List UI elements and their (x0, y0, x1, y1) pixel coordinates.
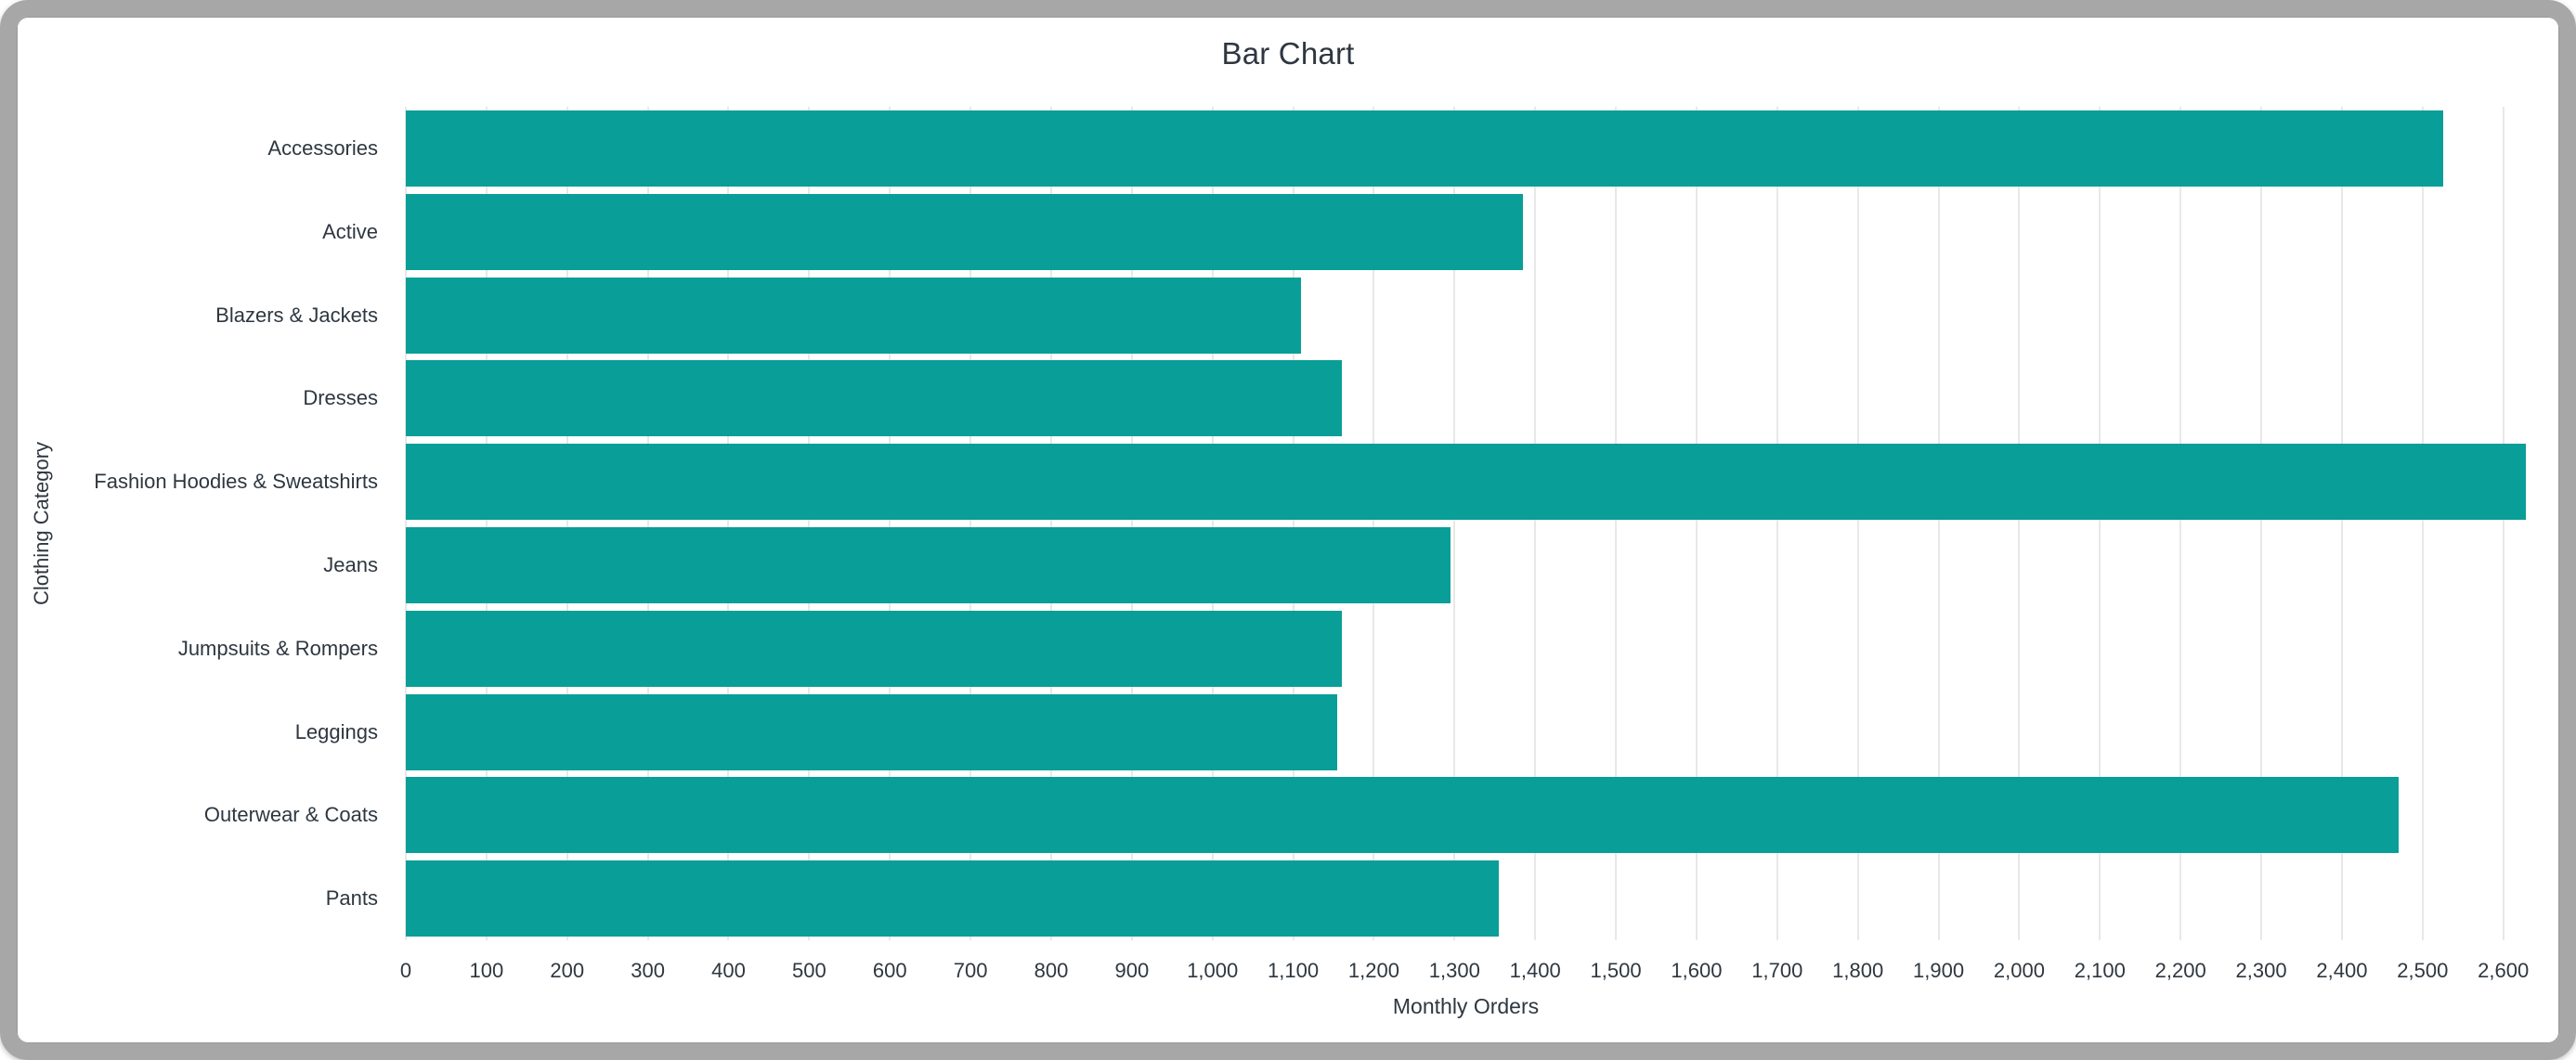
x-tick-label-1600: 1,600 (1671, 959, 1723, 982)
bar-active (406, 193, 1524, 270)
x-tick-label-0: 0 (399, 959, 412, 982)
gridline-2300 (2260, 107, 2263, 940)
x-tick-label-500: 500 (792, 959, 826, 982)
x-tick-label-1200: 1,200 (1347, 959, 1399, 982)
gridline-400 (727, 107, 730, 940)
bar-outerwear-coats (406, 777, 2399, 854)
chart-title: Bar Chart (1221, 36, 1355, 71)
plot-area (405, 107, 2526, 940)
x-tick-label-400: 400 (711, 959, 746, 982)
bar-jeans (406, 526, 1451, 603)
gridline-2000 (2018, 107, 2021, 940)
gridline-900 (1130, 107, 1133, 940)
gridline-500 (808, 107, 811, 940)
bar-pants (406, 860, 1500, 937)
y-tick-label-fashion-hoodies-sweatshirts: Fashion Hoodies & Sweatshirts (94, 470, 378, 494)
gridline-800 (1049, 107, 1052, 940)
gridline-1600 (1695, 107, 1698, 940)
bar-accessories (406, 110, 2443, 187)
x-tick-label-800: 800 (1034, 959, 1069, 982)
x-tick-label-1900: 1,900 (1913, 959, 1965, 982)
x-tick-label-1700: 1,700 (1751, 959, 1803, 982)
x-tick-label-100: 100 (469, 959, 504, 982)
y-axis-title: Clothing Category (30, 441, 53, 606)
x-tick-label-2300: 2,300 (2235, 959, 2287, 982)
x-tick-label-1100: 1,100 (1268, 959, 1320, 982)
x-tick-label-700: 700 (953, 959, 988, 982)
gridline-2100 (2099, 107, 2101, 940)
gridline-2600 (2502, 107, 2504, 940)
x-tick-label-2500: 2,500 (2397, 959, 2449, 982)
gridline-1300 (1453, 107, 1456, 940)
x-axis-title: Monthly Orders (1392, 994, 1540, 1018)
bar-blazers-jackets (406, 277, 1302, 354)
x-tick-label-2200: 2,200 (2154, 959, 2206, 982)
y-tick-label-outerwear-coats: Outerwear & Coats (203, 803, 378, 827)
x-tick-label-600: 600 (872, 959, 907, 982)
y-tick-label-leggings: Leggings (294, 719, 378, 743)
gridline-1700 (1776, 107, 1778, 940)
x-tick-label-1000: 1,000 (1187, 959, 1239, 982)
x-tick-label-200: 200 (550, 959, 585, 982)
gridline-2500 (2421, 107, 2424, 940)
x-tick-label-1500: 1,500 (1590, 959, 1642, 982)
gridline-700 (969, 107, 972, 940)
x-tick-label-2600: 2,600 (2478, 959, 2530, 982)
x-tick-label-900: 900 (1114, 959, 1150, 982)
gridline-1900 (1937, 107, 1940, 940)
x-tick-label-2000: 2,000 (1993, 959, 2045, 982)
y-tick-label-jumpsuits-rompers: Jumpsuits & Rompers (177, 636, 378, 660)
gridline-2200 (2179, 107, 2182, 940)
gridline-100 (485, 107, 488, 940)
y-tick-label-accessories: Accessories (267, 136, 378, 160)
gridline-1800 (1856, 107, 1859, 940)
x-tick-label-2400: 2,400 (2316, 959, 2368, 982)
bar-jumpsuits-rompers (406, 610, 1342, 687)
x-tick-label-2100: 2,100 (2074, 959, 2126, 982)
y-tick-label-active: Active (322, 219, 378, 243)
y-tick-label-jeans: Jeans (323, 552, 378, 576)
y-tick-label-pants: Pants (325, 886, 378, 911)
bar-leggings (406, 693, 1338, 770)
gridline-1100 (1292, 107, 1295, 940)
gridline-1200 (1373, 107, 1375, 940)
y-tick-label-blazers-jackets: Blazers & Jackets (215, 303, 378, 327)
x-tick-label-300: 300 (631, 959, 665, 982)
gridline-1000 (1211, 107, 1214, 940)
gridline-1500 (1615, 107, 1618, 940)
gridline-0 (405, 107, 407, 940)
gridline-200 (566, 107, 568, 940)
gridline-600 (889, 107, 891, 940)
bar-dresses (406, 360, 1342, 437)
gridline-2400 (2340, 107, 2343, 940)
x-tick-label-1400: 1,400 (1509, 959, 1561, 982)
gridline-1400 (1534, 107, 1537, 940)
gridline-300 (646, 107, 649, 940)
x-tick-label-1300: 1,300 (1428, 959, 1480, 982)
bar-fashion-hoodies-sweatshirts (406, 444, 2526, 521)
x-tick-label-1800: 1,800 (1832, 959, 1884, 982)
y-tick-label-dresses: Dresses (303, 386, 378, 410)
